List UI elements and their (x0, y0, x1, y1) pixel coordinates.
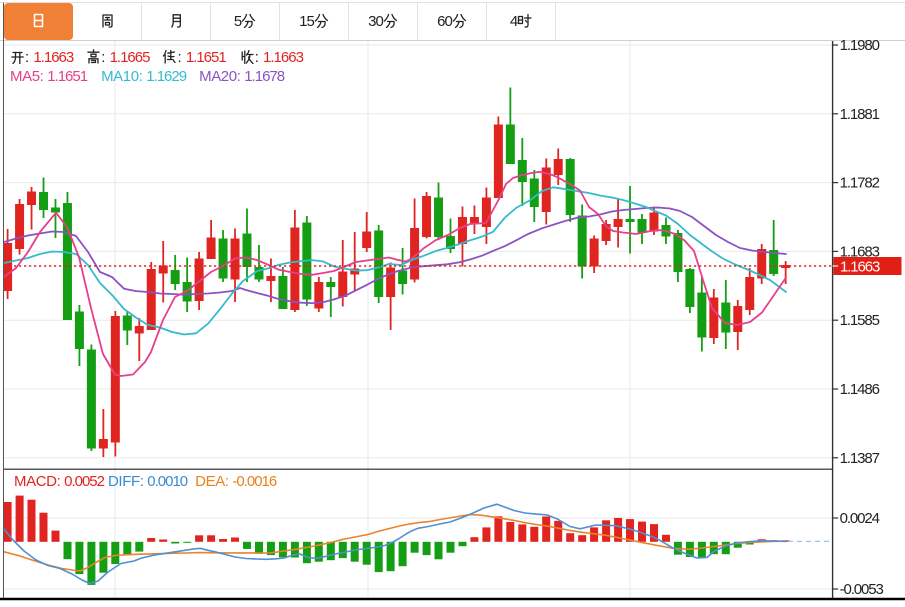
svg-text:1.1663: 1.1663 (840, 259, 880, 276)
svg-text:1.1683: 1.1683 (840, 243, 880, 260)
svg-text:1.1387: 1.1387 (840, 450, 880, 467)
svg-text:-0.0053: -0.0053 (840, 581, 884, 598)
svg-text:1.1980: 1.1980 (840, 37, 880, 54)
svg-text:1.1782: 1.1782 (840, 175, 880, 192)
svg-text:1.1585: 1.1585 (840, 312, 880, 329)
svg-text:0.0024: 0.0024 (840, 510, 880, 527)
svg-text:1.1881: 1.1881 (840, 106, 880, 123)
svg-text:1.1486: 1.1486 (840, 381, 880, 398)
